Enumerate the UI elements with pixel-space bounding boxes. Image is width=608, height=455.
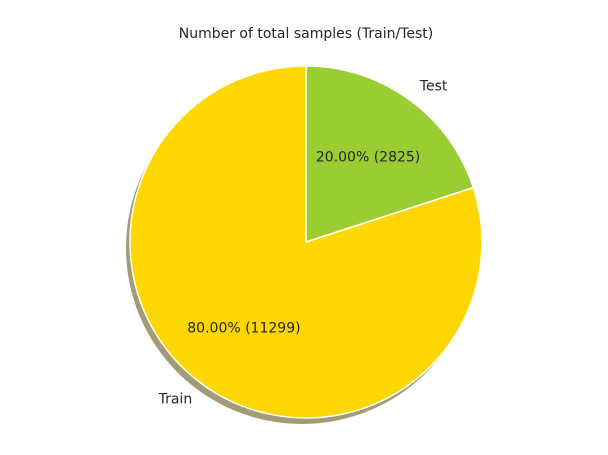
pie-slice-test [305,65,475,243]
slice-percent-train: 80.00% (11299) [187,320,300,336]
pie-slice-train [129,65,483,419]
pie-labels: Test 20.00% (2825) Train 80.00% (11299) [158,78,448,407]
pie-slices [129,65,483,419]
slice-label-test: Test [419,78,448,94]
slice-percent-test: 20.00% (2825) [316,150,420,166]
chart-title: Number of total samples (Train/Test) [179,26,434,42]
slice-label-train: Train [158,392,193,408]
